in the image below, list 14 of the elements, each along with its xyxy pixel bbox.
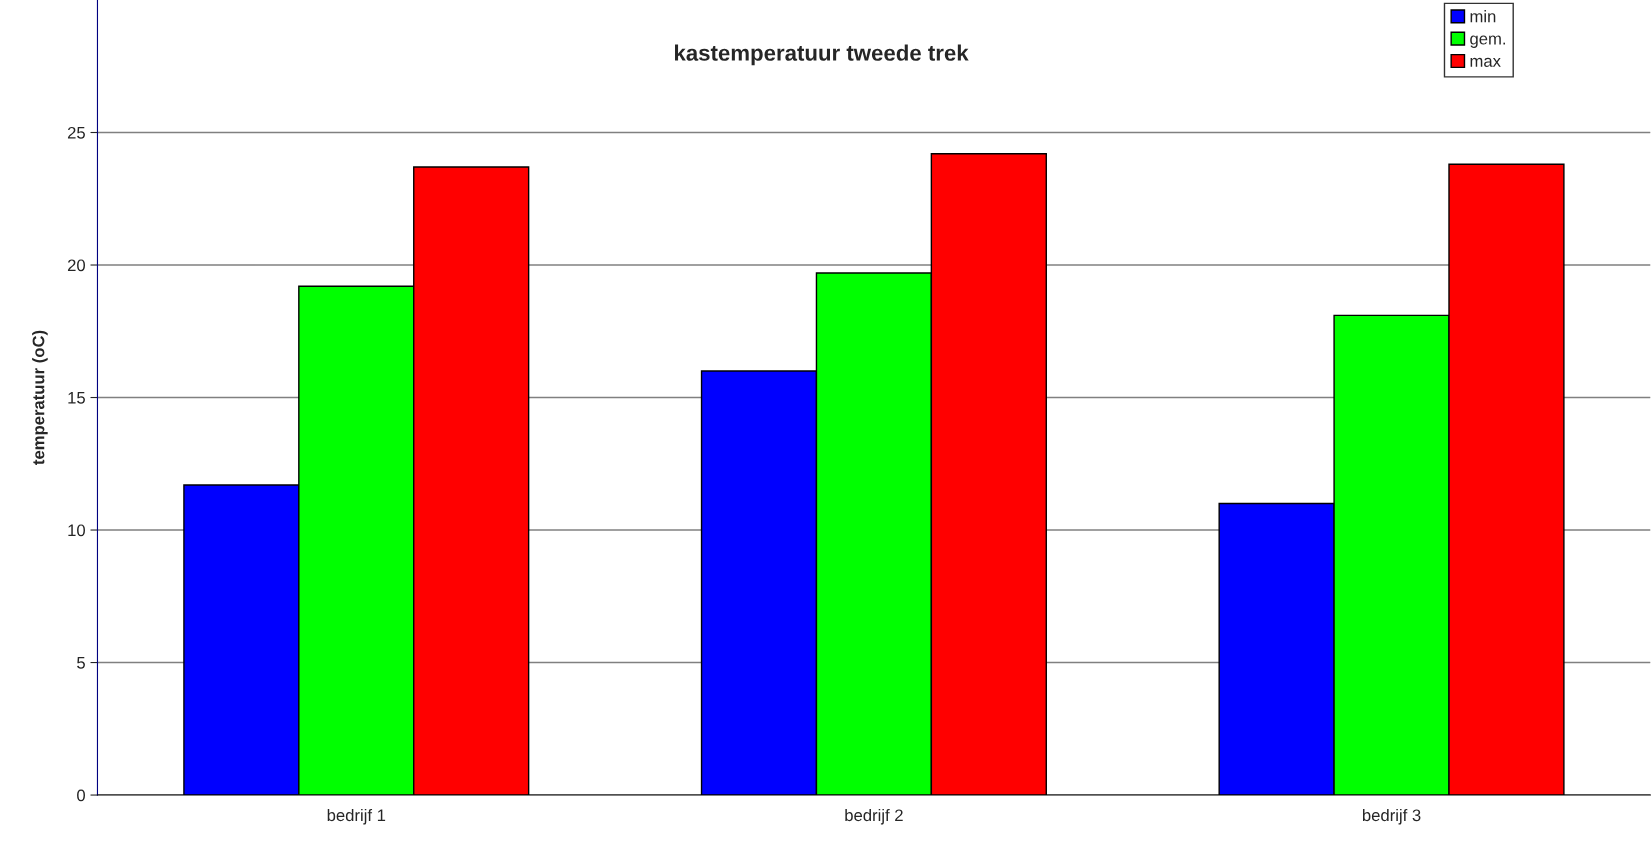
legend-label: min — [1470, 10, 1496, 23]
legend-label: max — [1470, 57, 1501, 67]
x-tick-label: bedrijf 1 — [327, 808, 386, 825]
y-tick-label: 20 — [67, 259, 86, 272]
legend-label: gem. — [1470, 35, 1506, 48]
y-tick-label: 0 — [77, 789, 86, 802]
x-tick-label: bedrijf 3 — [1362, 808, 1421, 825]
y-tick-label: 5 — [77, 657, 85, 669]
x-tick-label: bedrijf 2 — [845, 808, 903, 825]
y-axis-title: temperatuur (oC) — [32, 330, 48, 465]
y-tick-label: 10 — [68, 524, 86, 537]
y-tick-label: 15 — [68, 392, 85, 404]
text: kastemperatuur tweede trek — [675, 44, 969, 66]
y-tick-label: 25 — [67, 126, 85, 139]
